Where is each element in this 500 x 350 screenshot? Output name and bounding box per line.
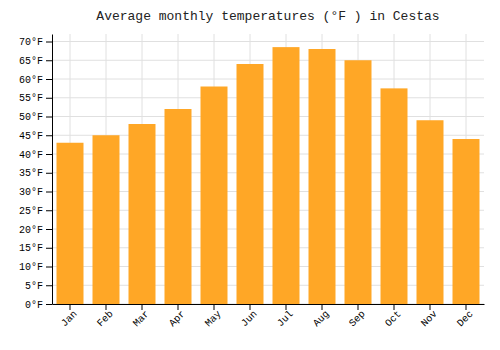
x-tick-label: Feb — [95, 309, 116, 330]
y-tick: 55°F — [19, 93, 52, 104]
y-tick-mark — [46, 79, 52, 80]
y-tick-label: 30°F — [19, 187, 43, 198]
y-tick: 10°F — [19, 262, 52, 273]
y-tick-label: 60°F — [19, 75, 43, 86]
x-tick: Nov — [419, 304, 440, 329]
y-tick-label: 70°F — [19, 37, 43, 48]
bar — [417, 120, 444, 304]
bar — [309, 49, 336, 304]
x-tick: Sep — [347, 304, 368, 329]
y-tick: 15°F — [19, 243, 52, 254]
y-tick-label: 65°F — [19, 56, 43, 67]
y-tick-label: 55°F — [19, 93, 43, 104]
y-tick-mark — [46, 229, 52, 230]
y-tick-mark — [46, 117, 52, 118]
x-tick: Feb — [95, 304, 116, 329]
x-tick: Oct — [383, 304, 404, 329]
grid-line-y — [52, 41, 484, 42]
x-tick-label: Dec — [455, 309, 476, 330]
y-tick: 65°F — [19, 56, 52, 67]
bar — [273, 47, 300, 304]
bar — [165, 109, 192, 304]
y-tick-label: 20°F — [19, 225, 43, 236]
bar — [57, 143, 84, 304]
y-axis-line — [52, 35, 53, 305]
grid-line-y — [52, 116, 484, 117]
y-tick-label: 35°F — [19, 168, 43, 179]
x-tick-label: Sep — [347, 309, 368, 330]
x-tick: May — [203, 304, 224, 329]
bar — [345, 60, 372, 304]
y-tick-label: 25°F — [19, 206, 43, 217]
y-tick-mark — [46, 210, 52, 211]
bar — [237, 64, 264, 304]
y-tick-label: 0°F — [25, 300, 43, 311]
grid — [52, 34, 484, 304]
x-tick: Apr — [167, 304, 188, 329]
x-tick: Mar — [131, 304, 152, 329]
chart: Jan Feb Mar Apr May Jun Jul Aug Sep Oct Nov Dec 0°F 5… — [0, 0, 500, 350]
grid-line-y — [52, 79, 484, 80]
y-tick-label: 10°F — [19, 262, 43, 273]
bars — [57, 47, 480, 304]
y-tick: 20°F — [19, 225, 52, 236]
y-tick-mark — [46, 135, 52, 136]
y-tick-mark — [46, 192, 52, 193]
y-tick-mark — [46, 285, 52, 286]
x-tick-label: Jul — [275, 309, 296, 330]
x-axis: Jan Feb Mar Apr May Jun Jul Aug Sep Oct Nov Dec — [53, 304, 485, 329]
y-tick: 30°F — [19, 187, 52, 198]
x-tick: Dec — [455, 304, 476, 329]
y-tick: 5°F — [25, 281, 52, 292]
x-tick-label: Aug — [311, 309, 332, 330]
x-tick: Aug — [311, 304, 332, 329]
y-tick-mark — [46, 173, 52, 174]
bar — [201, 87, 228, 305]
y-tick-mark — [46, 154, 52, 155]
bar — [453, 139, 480, 304]
y-tick-label: 45°F — [19, 131, 43, 142]
grid-line-y — [52, 60, 484, 61]
y-tick-mark — [46, 60, 52, 61]
y-tick: 50°F — [19, 112, 52, 123]
y-tick: 60°F — [19, 75, 52, 86]
y-tick-mark — [46, 42, 52, 43]
y-tick-label: 50°F — [19, 112, 43, 123]
x-tick-label: Jun — [239, 309, 260, 330]
x-tick-label: May — [203, 309, 224, 330]
y-tick-label: 5°F — [25, 281, 43, 292]
x-tick: Jan — [59, 304, 80, 329]
y-tick: 45°F — [19, 131, 52, 142]
bar — [381, 88, 408, 304]
x-tick: Jul — [275, 304, 296, 329]
y-tick-label: 40°F — [19, 150, 43, 161]
grid-line-y — [52, 97, 484, 98]
x-tick-label: Oct — [383, 309, 404, 330]
x-tick-label: Nov — [419, 309, 440, 330]
y-axis: 0°F 5°F 10°F 15°F 20°F 25°F 30°F 35°F 40°F 45°F 50… — [19, 35, 53, 311]
y-tick-label: 15°F — [19, 243, 43, 254]
y-tick: 25°F — [19, 206, 52, 217]
y-tick-mark — [46, 248, 52, 249]
x-tick: Jun — [239, 304, 260, 329]
x-tick-label: Apr — [167, 309, 188, 330]
y-tick: 70°F — [19, 37, 52, 48]
y-tick: 0°F — [25, 300, 52, 311]
y-tick: 35°F — [19, 168, 52, 179]
bar — [129, 124, 156, 304]
y-tick-mark — [46, 98, 52, 99]
plot: Jan Feb Mar Apr May Jun Jul Aug Sep Oct Nov Dec 0°F 5… — [19, 34, 485, 329]
title: Average monthly temperatures (°F ) in Ce… — [96, 9, 439, 24]
y-tick: 40°F — [19, 150, 52, 161]
x-tick-label: Mar — [131, 309, 152, 330]
x-tick-label: Jan — [59, 309, 80, 330]
y-tick-mark — [46, 267, 52, 268]
bar — [93, 135, 120, 304]
y-tick-mark — [46, 304, 52, 305]
x-axis-line — [53, 304, 485, 305]
